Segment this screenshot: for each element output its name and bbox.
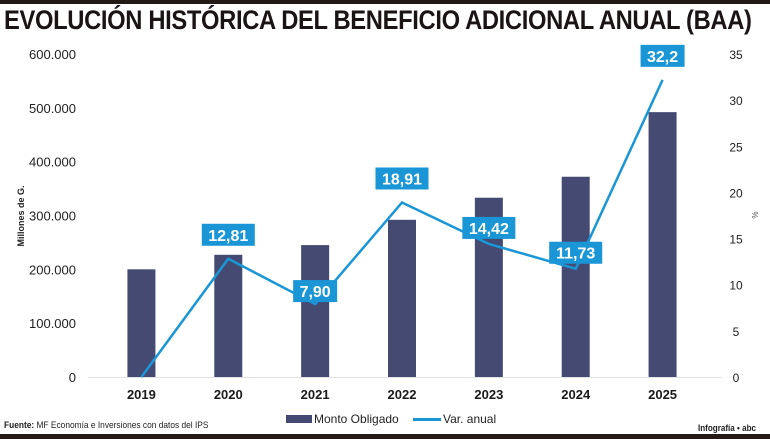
chart-title: EVOLUCIÓN HISTÓRICA DEL BENEFICIO ADICIO… — [4, 5, 752, 35]
bar-2020 — [214, 254, 243, 377]
line-data-labels: 12,81 7,90 18,91 14,42 11,73 32,2 — [201, 44, 685, 303]
bar-2019 — [127, 269, 156, 377]
legend-label-monto-obligado: Monto Obligado — [314, 412, 399, 426]
data-label-2020: 12,81 — [208, 228, 248, 245]
line-series-var-anual — [140, 79, 664, 378]
bar-2021 — [301, 245, 330, 377]
legend-item-var-anual: Var. anual — [413, 412, 496, 426]
x-tick-label: 2022 — [388, 387, 417, 402]
y-tick-label: 200.000 — [29, 262, 76, 277]
left-axis: 0 100.000 200.000 300.000 400.000 500.000 600.… — [29, 47, 76, 385]
data-label-box-2022 — [375, 167, 429, 190]
credit-label: Infografía • — [698, 423, 740, 434]
y-right-tick-label: 5 — [733, 325, 740, 339]
y-tick-label: 600.000 — [29, 47, 76, 62]
bar-2025 — [648, 112, 677, 377]
x-tick-label: 2019 — [127, 387, 156, 402]
y-tick-label: 0 — [69, 370, 76, 385]
right-axis: 0 5 10 15 20 25 30 35 — [729, 48, 743, 385]
y-right-tick-label: 0 — [733, 371, 740, 385]
bar-2022 — [388, 219, 416, 377]
bottom-border — [0, 434, 770, 439]
data-label-2021: 7,90 — [300, 284, 331, 301]
x-tick-label: 2023 — [474, 387, 503, 402]
x-tick-label: 2021 — [301, 387, 330, 402]
legend-swatch-bar — [286, 415, 312, 423]
data-label-box-2023 — [462, 216, 516, 239]
credit: Infografía • abc — [698, 423, 756, 434]
y-right-tick-label: 25 — [729, 140, 743, 154]
credit-brand-logo: abc — [742, 423, 757, 434]
bar-2024 — [561, 176, 590, 377]
y-right-tick-label: 15 — [729, 233, 743, 247]
y-right-tick-label: 35 — [729, 48, 743, 62]
y-tick-label: 400.000 — [29, 155, 76, 170]
source-text: MF Economía e Inversiones con datos del … — [36, 420, 209, 431]
x-tick-label: 2025 — [648, 387, 677, 402]
data-label-box-2020 — [201, 223, 255, 246]
y-right-tick-label: 10 — [729, 279, 743, 293]
y-tick-label: 100.000 — [29, 316, 76, 331]
x-tick-label: 2020 — [214, 387, 243, 402]
data-label-box-2024 — [549, 241, 603, 264]
legend-item-monto-obligado: Monto Obligado — [286, 412, 399, 426]
x-tick-label: 2024 — [561, 387, 591, 402]
data-label-box-2025 — [640, 44, 685, 67]
y-right-tick-label: 20 — [729, 186, 743, 200]
data-label-2024: 11,73 — [556, 246, 595, 263]
y-tick-label: 500.000 — [29, 101, 76, 116]
data-label-2022: 18,91 — [382, 171, 422, 188]
legend-label-var-anual: Var. anual — [443, 412, 497, 426]
legend-swatch-line — [413, 417, 441, 421]
source-label: Fuente: — [4, 420, 35, 431]
x-axis: 2019 2020 2021 2022 2023 2024 2025 — [127, 387, 677, 402]
top-border — [0, 0, 770, 4]
y-tick-label: 300.000 — [29, 209, 76, 224]
data-label-box-2021 — [293, 280, 338, 303]
y-axis-right-label: % — [750, 211, 759, 218]
data-label-2023: 14,42 — [469, 221, 509, 238]
y-right-tick-label: 30 — [729, 94, 743, 108]
y-axis-label: Millones de G. — [16, 185, 26, 246]
source-note: Fuente: MF Economía e Inversiones con da… — [4, 420, 208, 431]
data-label-2025: 32,2 — [647, 49, 678, 66]
